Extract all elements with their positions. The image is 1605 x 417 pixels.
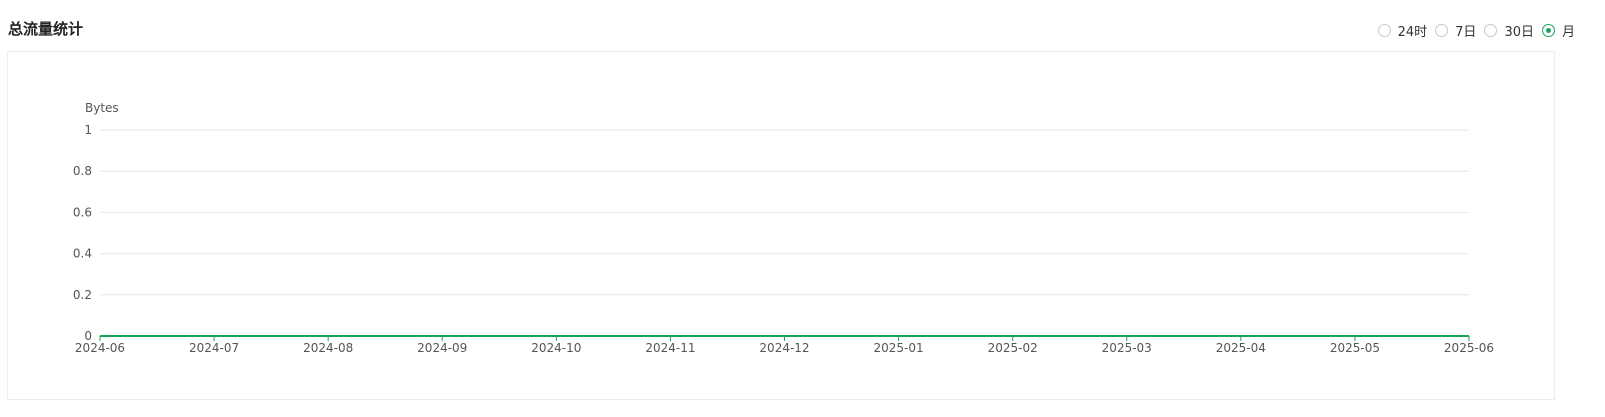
x-tick-label: 2024-06 xyxy=(75,341,125,355)
x-tick-label: 2024-10 xyxy=(531,341,581,355)
x-tick-label: 2025-05 xyxy=(1330,341,1380,355)
x-tick-label: 2025-01 xyxy=(874,341,924,355)
y-tick-label: 0.4 xyxy=(73,247,92,261)
x-tick-label: 2025-03 xyxy=(1102,341,1152,355)
range-option-label: 7日 xyxy=(1455,25,1477,40)
x-tick-label: 2025-06 xyxy=(1444,341,1494,355)
x-tick-label: 2024-07 xyxy=(189,341,239,355)
y-tick-label: 0.8 xyxy=(73,164,92,178)
x-tick-label: 2025-04 xyxy=(1216,341,1266,355)
range-option-label: 30日 xyxy=(1504,25,1534,40)
range-option-1[interactable]: 7日 xyxy=(1435,21,1476,40)
y-axis-unit: Bytes xyxy=(85,101,119,115)
x-tick-label: 2024-09 xyxy=(417,341,467,355)
range-option-label: 24时 xyxy=(1397,25,1428,40)
time-range-selector: 24时 7日 30日 月 xyxy=(1370,21,1575,40)
y-tick-label: 1 xyxy=(84,123,92,137)
x-tick-label: 2024-12 xyxy=(759,341,809,355)
x-tick-label: 2024-11 xyxy=(645,341,695,355)
range-option-label: 月 xyxy=(1561,25,1575,40)
range-option-0[interactable]: 24时 xyxy=(1377,21,1428,40)
range-option-3[interactable]: 月 xyxy=(1541,21,1575,40)
range-option-2[interactable]: 30日 xyxy=(1484,21,1534,40)
radio-dot-icon xyxy=(1545,28,1551,33)
chart-title: 总流量统计 xyxy=(8,20,84,38)
y-tick-label: 0.2 xyxy=(73,288,92,302)
chart-panel xyxy=(7,51,1555,400)
x-tick-label: 2025-02 xyxy=(988,341,1038,355)
radio-checked-icon[interactable] xyxy=(1541,24,1555,37)
y-tick-label: 0 xyxy=(84,329,92,343)
y-tick-label: 0.6 xyxy=(73,205,92,219)
radio-unchecked-icon[interactable] xyxy=(1484,24,1498,37)
radio-unchecked-icon[interactable] xyxy=(1435,24,1449,37)
x-tick-label: 2024-08 xyxy=(303,341,353,355)
radio-unchecked-icon[interactable] xyxy=(1377,24,1391,37)
